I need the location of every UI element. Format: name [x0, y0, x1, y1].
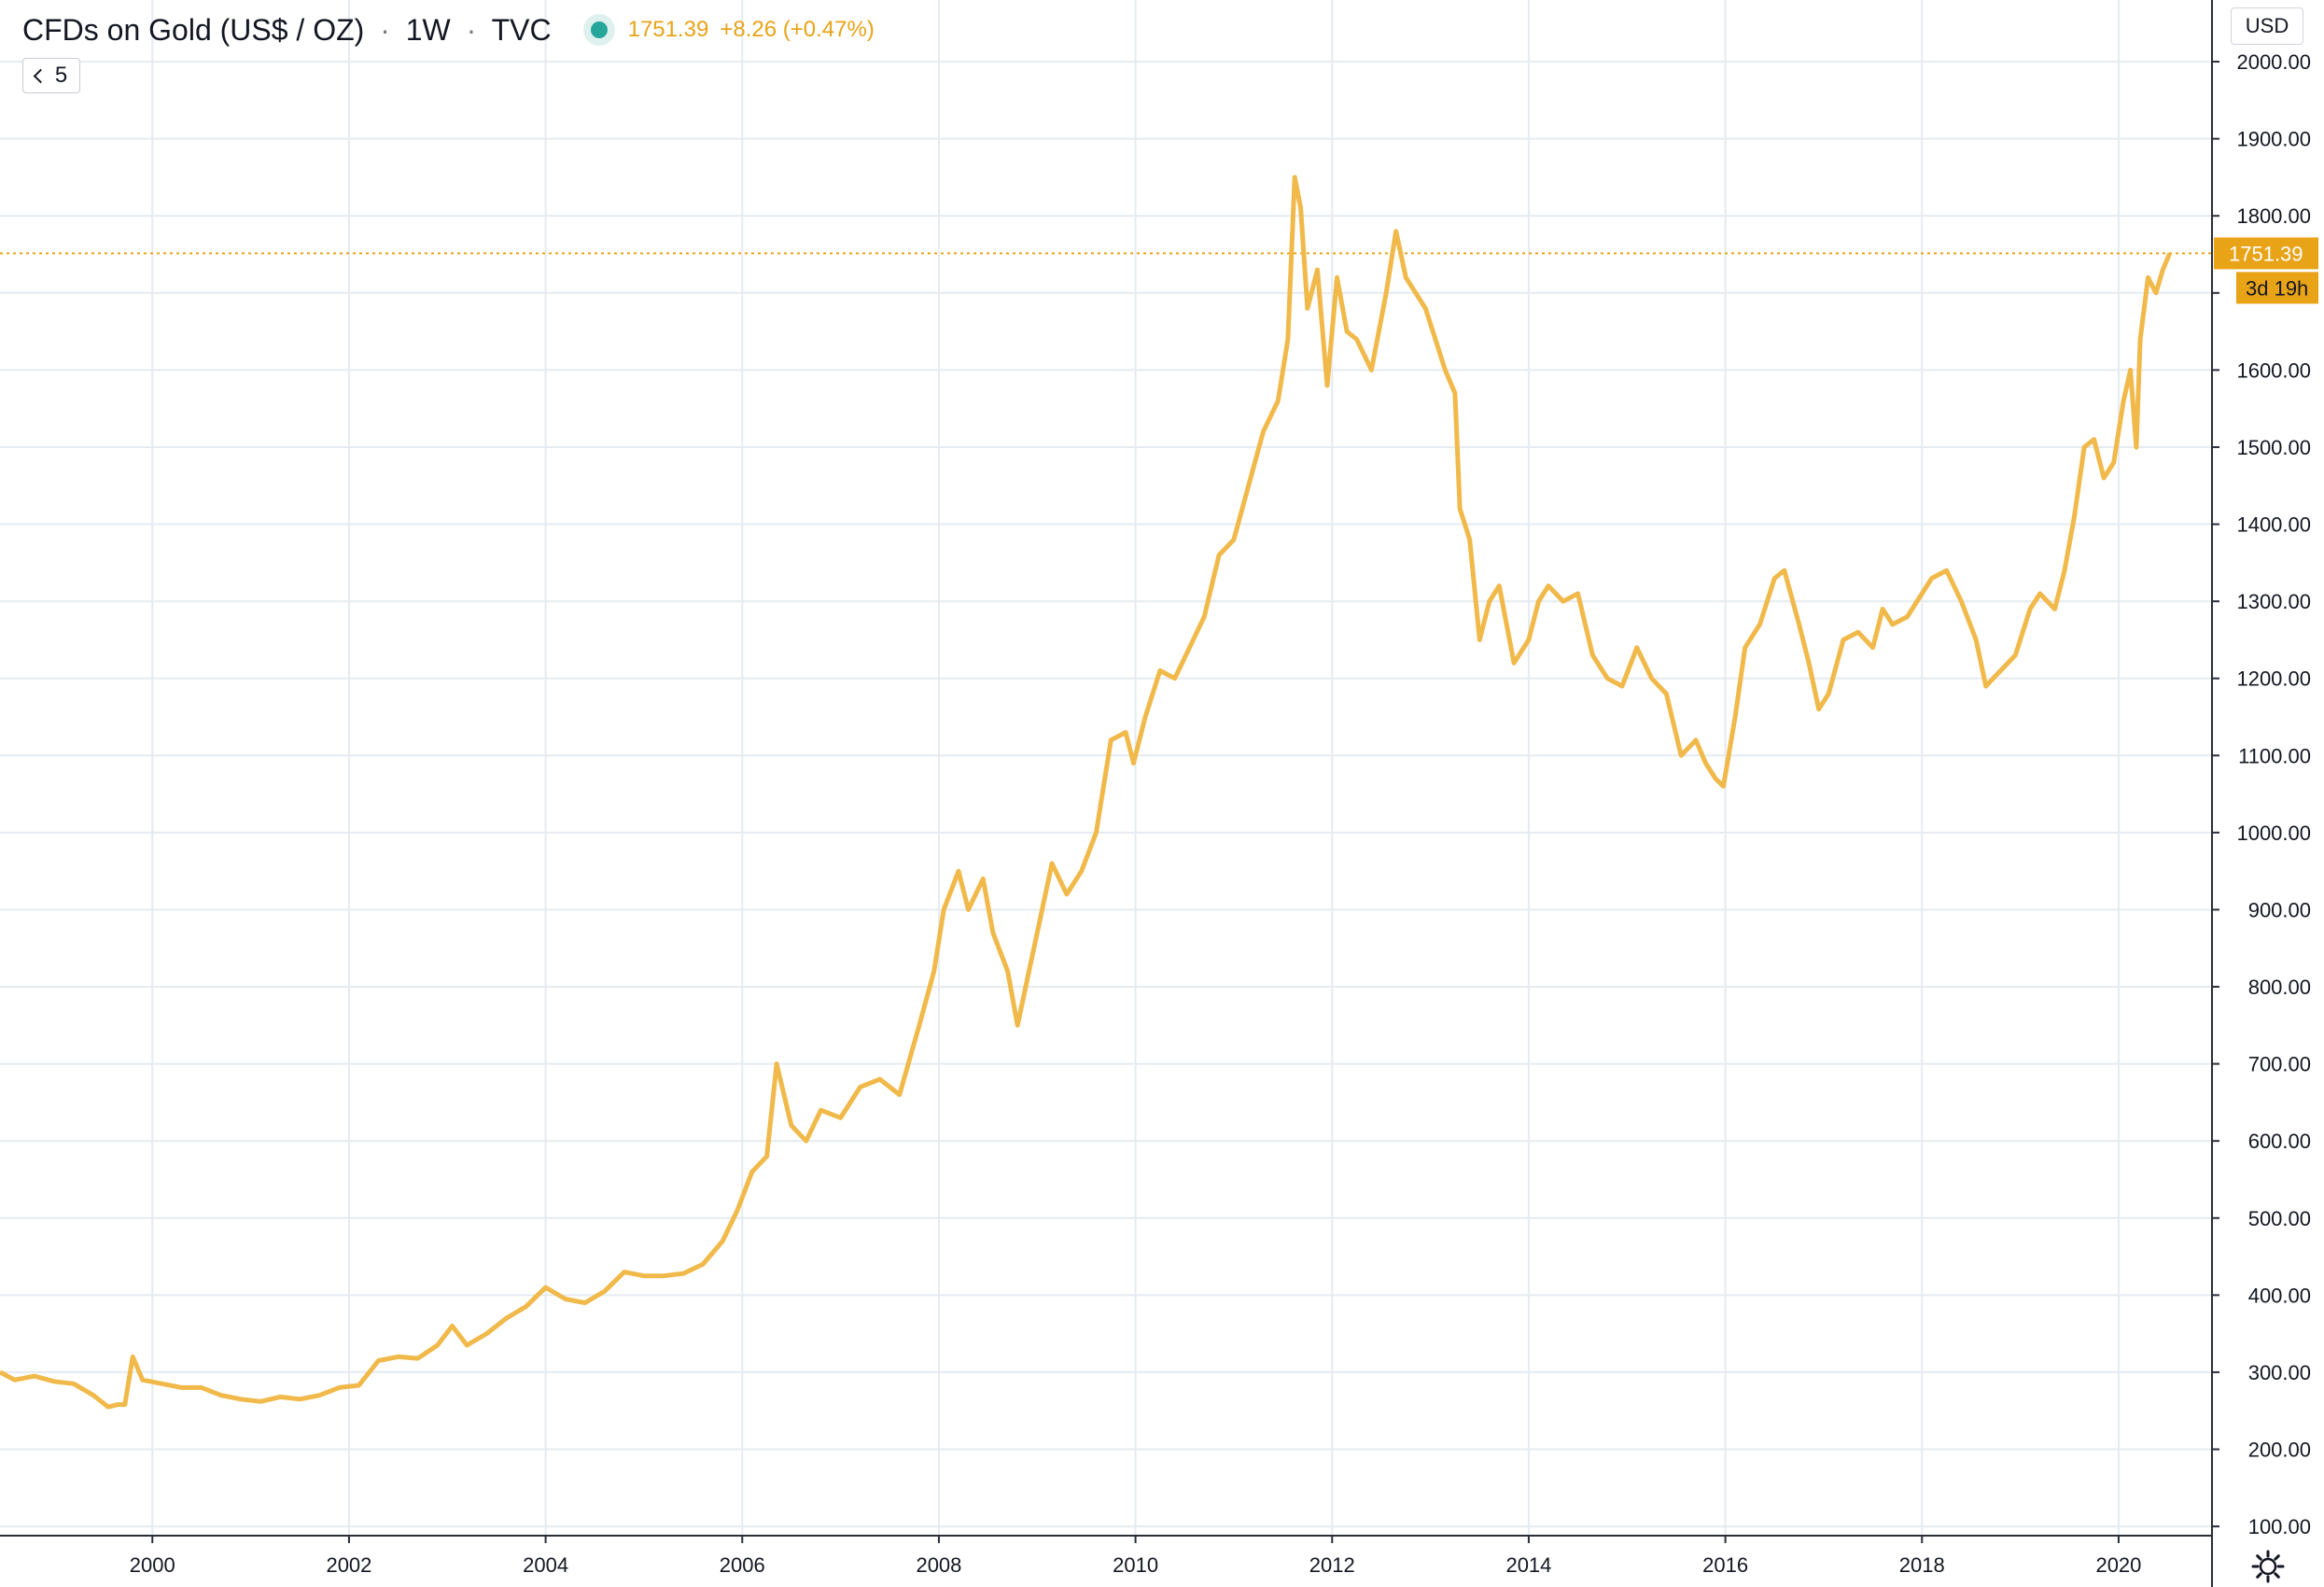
y-tick-label: 200.00	[2248, 1439, 2311, 1462]
y-tick-label: 1400.00	[2236, 513, 2311, 537]
indicators-collapse-button[interactable]: 5	[22, 58, 80, 93]
x-tick-label: 2008	[916, 1553, 961, 1577]
y-tick-label: 100.00	[2248, 1515, 2311, 1538]
last-price-markers: 1751.39 3d 19h	[2214, 237, 2318, 304]
x-tick-label: 2018	[1899, 1553, 1945, 1577]
time-axis[interactable]: 2000 2002 2004 2006 2008 2010 2012 2014 2016 2018…	[0, 1535, 2212, 1577]
currency-button[interactable]: USD	[2231, 7, 2303, 45]
market-status-icon	[590, 21, 608, 38]
exchange-label: TVC	[491, 12, 552, 47]
x-tick-label: 2014	[1505, 1553, 1551, 1577]
last-price-tag	[2214, 237, 2318, 270]
countdown-tag	[2236, 272, 2318, 304]
gear-icon[interactable]	[2249, 1548, 2287, 1585]
y-tick-label: 1300.00	[2236, 590, 2311, 613]
chart-legend-header: CFDs on Gold (US$ / OZ) · 1W · TVC 1751.…	[22, 9, 875, 50]
y-tick-label: 1800.00	[2236, 204, 2311, 228]
last-price-tag-label: 1751.39	[2229, 242, 2303, 265]
y-tick-label: 1100.00	[2238, 744, 2311, 767]
gold-price-line	[0, 175, 2173, 1410]
last-price-value: 1751.39	[627, 17, 709, 42]
interval-label[interactable]: 1W	[405, 12, 451, 47]
y-tick-label: 700.00	[2248, 1053, 2311, 1076]
x-tick-label: 2002	[326, 1553, 371, 1577]
y-tick-label: 2000.00	[2236, 50, 2311, 74]
separator: ·	[466, 12, 477, 47]
chart-grid	[0, 0, 2212, 1536]
y-tick-label: 500.00	[2248, 1207, 2311, 1230]
x-tick-label: 2006	[720, 1553, 765, 1577]
y-tick-label: 400.00	[2248, 1284, 2311, 1307]
y-tick-label: 1200.00	[2236, 667, 2311, 691]
x-tick-label: 2000	[130, 1553, 175, 1577]
x-tick-label: 2016	[1702, 1553, 1748, 1577]
price-axis[interactable]: 100.00 200.00 300.00 400.00 500.00 600.00 700.…	[2211, 0, 2311, 1587]
y-tick-label: 800.00	[2248, 976, 2311, 999]
x-tick-label: 2020	[2095, 1553, 2141, 1577]
separator: ·	[380, 12, 390, 47]
price-change-value: +8.26 (+0.47%)	[720, 17, 875, 42]
y-tick-label: 300.00	[2248, 1361, 2311, 1384]
y-tick-label: 1900.00	[2236, 128, 2311, 151]
y-tick-label: 600.00	[2248, 1130, 2311, 1153]
x-tick-label: 2010	[1113, 1553, 1158, 1577]
countdown-tag-label: 3d 19h	[2246, 276, 2308, 300]
x-tick-label: 2012	[1309, 1553, 1355, 1577]
indicators-count: 5	[54, 63, 68, 88]
symbol-title[interactable]: CFDs on Gold (US$ / OZ)	[22, 12, 365, 47]
y-tick-label: 1000.00	[2236, 822, 2311, 845]
y-tick-label: 1600.00	[2236, 358, 2311, 382]
y-tick-label: 900.00	[2248, 898, 2311, 921]
chevron-up-icon	[33, 68, 49, 83]
y-tick-label: 1500.00	[2236, 436, 2311, 459]
x-tick-label: 2004	[523, 1553, 568, 1577]
